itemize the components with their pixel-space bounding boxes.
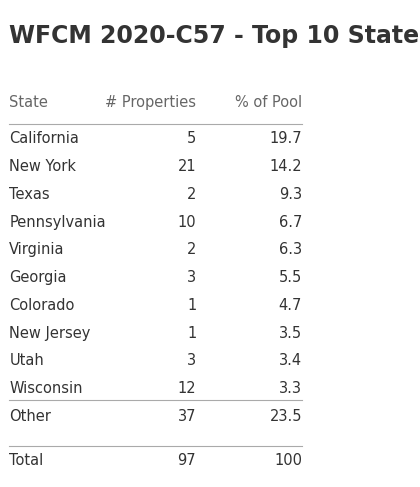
Text: 19.7: 19.7 bbox=[270, 131, 302, 146]
Text: 6.3: 6.3 bbox=[279, 243, 302, 257]
Text: WFCM 2020-C57 - Top 10 States: WFCM 2020-C57 - Top 10 States bbox=[9, 24, 420, 48]
Text: Total: Total bbox=[9, 453, 44, 468]
Text: % of Pool: % of Pool bbox=[235, 94, 302, 110]
Text: Texas: Texas bbox=[9, 187, 50, 202]
Text: Colorado: Colorado bbox=[9, 298, 75, 313]
Text: Virginia: Virginia bbox=[9, 243, 65, 257]
Text: 10: 10 bbox=[178, 215, 196, 229]
Text: New Jersey: New Jersey bbox=[9, 326, 91, 340]
Text: 1: 1 bbox=[187, 298, 196, 313]
Text: # Properties: # Properties bbox=[105, 94, 196, 110]
Text: 97: 97 bbox=[178, 453, 196, 468]
Text: Other: Other bbox=[9, 409, 51, 424]
Text: 2: 2 bbox=[187, 187, 196, 202]
Text: 3.4: 3.4 bbox=[279, 354, 302, 368]
Text: 14.2: 14.2 bbox=[270, 159, 302, 174]
Text: Pennsylvania: Pennsylvania bbox=[9, 215, 106, 229]
Text: 3: 3 bbox=[187, 270, 196, 285]
Text: Utah: Utah bbox=[9, 354, 44, 368]
Text: 21: 21 bbox=[178, 159, 196, 174]
Text: Georgia: Georgia bbox=[9, 270, 67, 285]
Text: 4.7: 4.7 bbox=[279, 298, 302, 313]
Text: 5: 5 bbox=[187, 131, 196, 146]
Text: 9.3: 9.3 bbox=[279, 187, 302, 202]
Text: 3.3: 3.3 bbox=[279, 381, 302, 396]
Text: New York: New York bbox=[9, 159, 76, 174]
Text: 3: 3 bbox=[187, 354, 196, 368]
Text: 100: 100 bbox=[274, 453, 302, 468]
Text: Wisconsin: Wisconsin bbox=[9, 381, 83, 396]
Text: 5.5: 5.5 bbox=[279, 270, 302, 285]
Text: State: State bbox=[9, 94, 48, 110]
Text: 2: 2 bbox=[187, 243, 196, 257]
Text: 3.5: 3.5 bbox=[279, 326, 302, 340]
Text: 12: 12 bbox=[178, 381, 196, 396]
Text: 1: 1 bbox=[187, 326, 196, 340]
Text: California: California bbox=[9, 131, 79, 146]
Text: 23.5: 23.5 bbox=[270, 409, 302, 424]
Text: 37: 37 bbox=[178, 409, 196, 424]
Text: 6.7: 6.7 bbox=[279, 215, 302, 229]
